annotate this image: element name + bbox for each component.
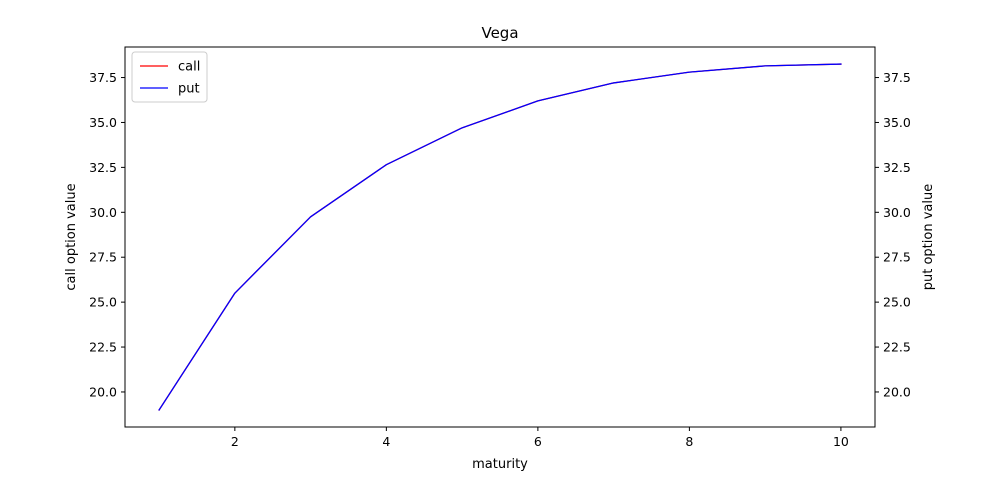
- x-tick-label: 10: [833, 434, 849, 449]
- right-y-tick-label: 20.0: [883, 384, 911, 399]
- left-y-tick-label: 27.5: [89, 250, 117, 265]
- right-y-tick-label: 35.0: [883, 115, 911, 130]
- left-y-axis-label: call option value: [64, 183, 79, 290]
- left-y-tick-label: 25.0: [89, 295, 117, 310]
- series-line-put: [158, 63, 842, 411]
- axes-layer: 2 4 6 8 10 20.0 22.5 25.0 27.5 30.0 32.5 35.0 37.5 20…: [89, 46, 911, 449]
- x-tick-label: 6: [534, 434, 542, 449]
- left-y-tick-label: 32.5: [89, 160, 117, 175]
- plot-frame: [124, 46, 876, 428]
- x-tick-label: 8: [685, 434, 693, 449]
- left-y-tick-label: 37.5: [89, 70, 117, 85]
- left-y-tick-label: 20.0: [89, 384, 117, 399]
- series-layer: [158, 63, 842, 411]
- x-axis-label: maturity: [472, 457, 528, 472]
- chart-title: Vega: [481, 24, 518, 42]
- legend: call put: [131, 51, 208, 103]
- left-y-tick-label: 35.0: [89, 115, 117, 130]
- right-y-tick-label: 30.0: [883, 205, 911, 220]
- legend-label-call: call: [178, 60, 200, 75]
- legend-label-put: put: [178, 82, 200, 97]
- right-y-tick-label: 27.5: [883, 250, 911, 265]
- right-y-axis-label: put option value: [921, 184, 936, 290]
- right-y-tick-label: 25.0: [883, 295, 911, 310]
- right-y-tick-label: 37.5: [883, 70, 911, 85]
- x-tick-label: 4: [382, 434, 390, 449]
- left-y-tick-label: 30.0: [89, 205, 117, 220]
- right-y-tick-label: 32.5: [883, 160, 911, 175]
- right-y-tick-label: 22.5: [883, 340, 911, 355]
- legend-box: [131, 51, 208, 103]
- x-tick-label: 2: [231, 434, 239, 449]
- left-y-tick-label: 22.5: [89, 340, 117, 355]
